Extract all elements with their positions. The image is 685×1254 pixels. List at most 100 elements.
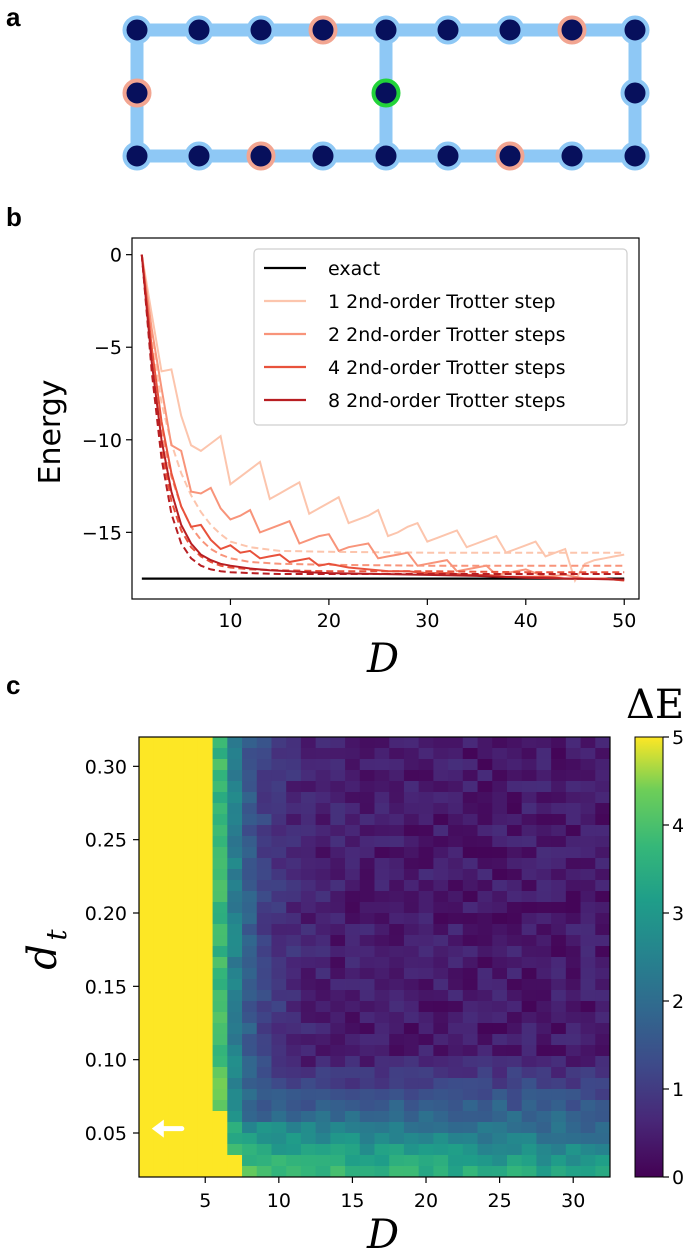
heatmap-cell <box>565 803 581 815</box>
heatmap-cell <box>448 836 464 848</box>
heatmap-cell <box>139 1078 155 1090</box>
heatmap-cell <box>521 1023 537 1035</box>
heatmap-cell <box>418 869 434 881</box>
heatmap-cell <box>168 1001 184 1013</box>
heatmap-cell <box>595 847 611 859</box>
heatmap-cell <box>256 924 272 936</box>
legend-label: 1 2nd-order Trotter step <box>328 291 556 313</box>
heatmap-cell <box>536 1089 552 1101</box>
heatmap-cell <box>565 792 581 804</box>
heatmap-cell <box>551 792 567 804</box>
heatmap-cell <box>506 858 523 870</box>
heatmap-cell <box>300 1056 317 1068</box>
heatmap-cell <box>374 979 390 991</box>
heatmap-cell <box>271 825 287 837</box>
heatmap-cell <box>330 825 346 837</box>
heatmap-cell <box>271 858 287 870</box>
heatmap-cell <box>153 1133 169 1145</box>
heatmap-cell <box>168 957 184 969</box>
heatmap-cell <box>300 847 317 859</box>
heatmap-cell <box>300 792 317 804</box>
heatmap-cell <box>300 1034 317 1046</box>
heatmap-cell <box>212 1111 228 1123</box>
heatmap-cell <box>389 858 405 870</box>
heatmap-cell <box>197 990 213 1002</box>
heatmap-cell <box>139 847 155 859</box>
heatmap-cell <box>153 759 169 771</box>
heatmap-cell <box>462 770 478 782</box>
heatmap-cell <box>242 836 258 848</box>
heatmap-cell <box>477 957 493 969</box>
heatmap-cell <box>506 825 523 837</box>
heatmap-cell <box>139 924 155 936</box>
series-solid-line-1 <box>140 254 625 583</box>
heatmap-cell <box>139 1111 155 1123</box>
heatmap-cell <box>565 924 581 936</box>
heatmap-cell <box>197 814 213 826</box>
heatmap-cell <box>359 814 375 826</box>
y-label-subscript: t <box>40 929 73 941</box>
heatmap-cell <box>462 1155 478 1167</box>
heatmap-cell <box>462 1078 478 1090</box>
heatmap-cell <box>389 957 405 969</box>
series-solid-line-4 <box>140 254 625 581</box>
heatmap-cell <box>462 792 478 804</box>
heatmap-cell <box>315 825 331 837</box>
heatmap-cell <box>477 1166 493 1178</box>
heatmap-cell <box>374 737 390 749</box>
heatmap-cell <box>403 1111 420 1123</box>
heatmap-cell <box>212 924 228 936</box>
heatmap-cell <box>506 1012 523 1024</box>
heatmap-cell <box>448 858 464 870</box>
heatmap-cell <box>580 1166 596 1178</box>
heatmap-cell <box>315 1012 331 1024</box>
heatmap-cell <box>374 1001 390 1013</box>
heatmap-cell <box>433 759 449 771</box>
heatmap-cell <box>183 924 199 936</box>
legend-label: exact <box>328 258 380 280</box>
heatmap-cell <box>521 1078 537 1090</box>
heatmap-cell <box>359 1012 375 1024</box>
heatmap-cell <box>242 935 258 947</box>
heatmap-cell <box>403 902 420 914</box>
heatmap-cell <box>300 737 317 749</box>
heatmap-cell <box>595 1067 611 1079</box>
heatmap-cell <box>462 968 478 980</box>
heatmap-cell <box>521 1100 537 1112</box>
heatmap-cell <box>271 902 287 914</box>
heatmap-cell <box>212 880 228 892</box>
heatmap-cell <box>477 1012 493 1024</box>
heatmap-cell <box>286 792 302 804</box>
delta-e-heatmap: 5 10 15 20 25 300.050.100.150.200.250.30 D d … <box>20 682 684 1254</box>
heatmap-cell <box>271 990 287 1002</box>
heatmap-cell <box>256 979 272 991</box>
heatmap-cell <box>551 968 567 980</box>
heatmap-cell <box>418 880 434 892</box>
heatmap-cell <box>595 814 611 826</box>
heatmap-cell <box>477 913 493 925</box>
heatmap-cell <box>403 1056 420 1068</box>
heatmap-cell <box>315 759 331 771</box>
heatmap-cell <box>492 1111 508 1123</box>
heatmap-cell <box>492 1056 508 1068</box>
heatmap-cell <box>271 836 287 848</box>
heatmap-cell <box>374 946 390 958</box>
heatmap-cell <box>286 737 302 749</box>
heatmap-cell <box>212 836 228 848</box>
lattice-site <box>184 141 214 171</box>
heatmap-cell <box>521 913 537 925</box>
heatmap-cell <box>242 781 258 793</box>
heatmap-cell <box>197 737 213 749</box>
heatmap-cell <box>433 1067 449 1079</box>
heatmap-cell <box>551 737 567 749</box>
heatmap-cell <box>506 814 523 826</box>
heatmap-cell <box>271 1034 287 1046</box>
heatmap-cell <box>183 814 199 826</box>
heatmap-cell <box>448 968 464 980</box>
heatmap-cell <box>418 737 434 749</box>
heatmap-cell <box>256 1067 272 1079</box>
heatmap-cell <box>153 1155 169 1167</box>
heatmap-cell <box>256 946 272 958</box>
heatmap-cell <box>183 1045 199 1057</box>
heatmap-cell <box>242 902 258 914</box>
